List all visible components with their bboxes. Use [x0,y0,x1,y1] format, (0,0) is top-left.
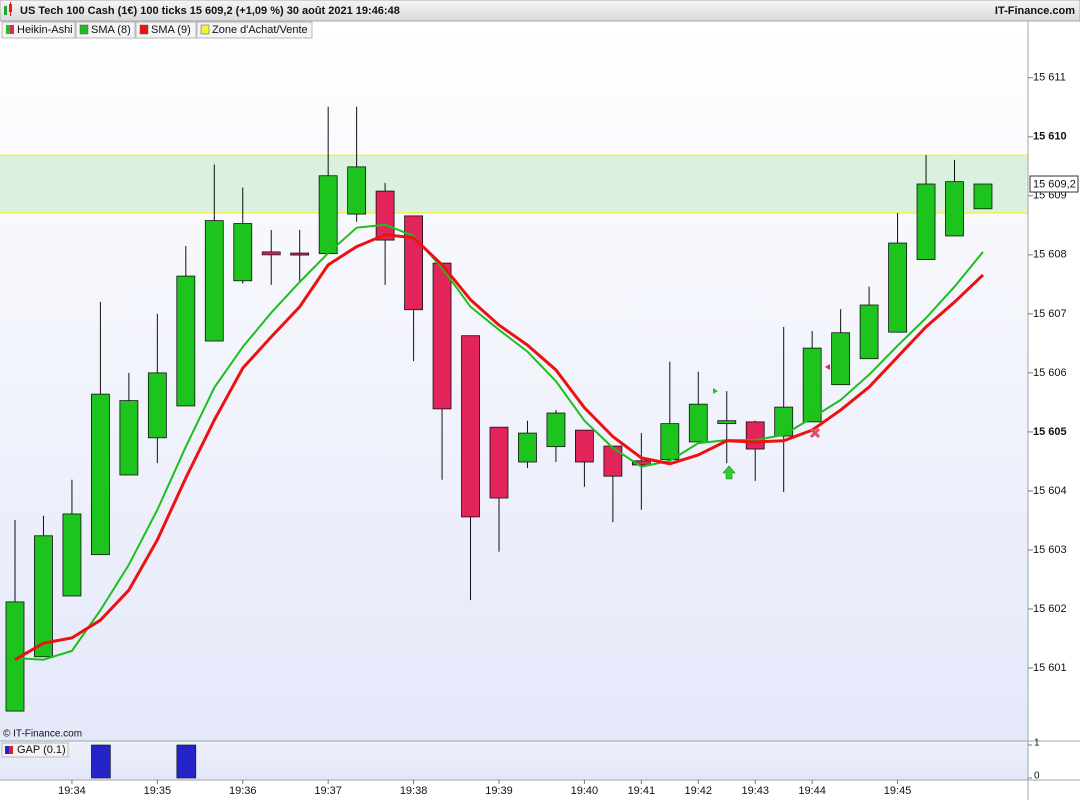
x-tick-label: 19:45 [884,785,912,797]
candle-body [347,166,367,215]
gap-bar [176,744,197,779]
legend-label: Zone d'Achat/Vente [212,24,308,36]
y-tick-label: 15 608 [1033,249,1067,261]
y-tick-label: 15 605 [1033,426,1067,438]
gap-legend-swatch [9,746,13,754]
x-tick-label: 19:35 [144,785,172,797]
legend-swatch [6,25,10,34]
x-tick-label: 19:34 [58,785,86,797]
candle-body [745,421,765,450]
candle-body [518,432,537,463]
zone-area [0,155,1028,213]
legend: Heikin-Ashi SMA (8) SMA (9) Zone d'Achat/Ve… [1,21,313,39]
gap-bar [91,744,111,779]
legend-swatch [79,24,89,35]
candle-body [774,406,794,437]
sell-signal-marker [825,364,830,370]
x-tick-label: 19:40 [571,785,599,797]
candle-body [973,183,993,210]
last-price-box [1029,175,1079,193]
x-tick-label: 19:43 [741,785,769,797]
candle-body [176,275,196,407]
x-tick-label: 19:38 [400,785,428,797]
x-tick-label: 19:41 [628,785,656,797]
zone-layer [0,154,1028,214]
candle-body [147,372,167,439]
window-title: US Tech 100 Cash (1€) 100 ticks 15 609,2… [20,5,400,17]
legend-label: SMA (9) [151,24,191,36]
legend-item-box [135,21,197,39]
brand: IT-Finance.com [995,5,1075,17]
legend-item-box [196,21,313,39]
title-bar [0,0,1080,22]
candle-body [119,400,139,476]
candle-body [660,423,680,461]
candle-body [62,513,82,597]
y-tick-label: 15 602 [1033,603,1067,615]
app-icon [4,2,12,16]
candle-body [461,335,480,518]
gap-legend-label: GAP (0.1) [17,744,66,756]
buy-signal-marker [713,388,718,394]
candle-body [204,220,224,342]
candle-body [5,601,25,712]
candle-body [859,304,879,360]
candle-body [717,420,737,425]
gap-legend-box [1,742,69,758]
legend-swatch [200,24,210,35]
sell-cross [809,427,821,439]
candle-body [91,393,110,556]
gap-legend-swatch [5,746,9,754]
legend-label: Heikin-Ashi [17,24,73,36]
legend-swatch [10,25,14,34]
buy-arrow [722,465,736,480]
y-tick-label: 15 611 [1033,72,1066,84]
candle-body [432,262,452,410]
gap-y-tick-label: 1 [1034,738,1040,749]
marks-layer [5,106,993,779]
candle-body [945,181,964,237]
legend-swatch [139,24,149,35]
candle-body [318,175,338,255]
x-tick-label: 19:36 [229,785,257,797]
legend-label: SMA (8) [91,24,131,36]
candle-body [489,426,509,499]
y-tick-label: 15 603 [1033,544,1067,556]
candle-body [888,242,907,333]
sma-line [14,223,984,661]
y-tick-label: 15 607 [1033,308,1067,320]
legend-item-box [1,21,76,39]
candle-body [603,445,623,477]
candle-body [575,429,594,463]
x-tick-label: 19:37 [314,785,342,797]
candle-body [546,412,566,448]
candle-body [233,223,253,282]
candle-body [290,252,310,256]
x-tick-label: 19:39 [485,785,513,797]
candle-body [831,332,851,386]
x-tick-label: 19:44 [798,785,826,797]
y-tick-label: 15 601 [1033,662,1067,674]
y-tick-label: 15 604 [1033,485,1067,497]
candle-body [916,183,936,260]
candle-body [688,403,708,443]
gap-y-tick-label: 0 [1034,771,1040,782]
candle-body [261,251,281,256]
x-tick-label: 19:42 [685,785,713,797]
plot-background [0,21,1028,741]
y-tick-label: 15 609 [1033,190,1067,202]
last-price-label: 15 609,2 [1033,178,1076,190]
candle-body [802,347,822,423]
candle-body [375,190,395,241]
sma-line [14,233,985,662]
gap-panel-background [0,741,1028,780]
candle-body [34,535,53,658]
candle-body [631,460,651,466]
legend-item-box [75,21,136,39]
y-tick-label: 15 606 [1033,367,1067,379]
y-tick-label: 15 610 [1033,131,1067,143]
watermark: © IT-Finance.com [3,729,82,740]
candle-body [404,215,423,311]
